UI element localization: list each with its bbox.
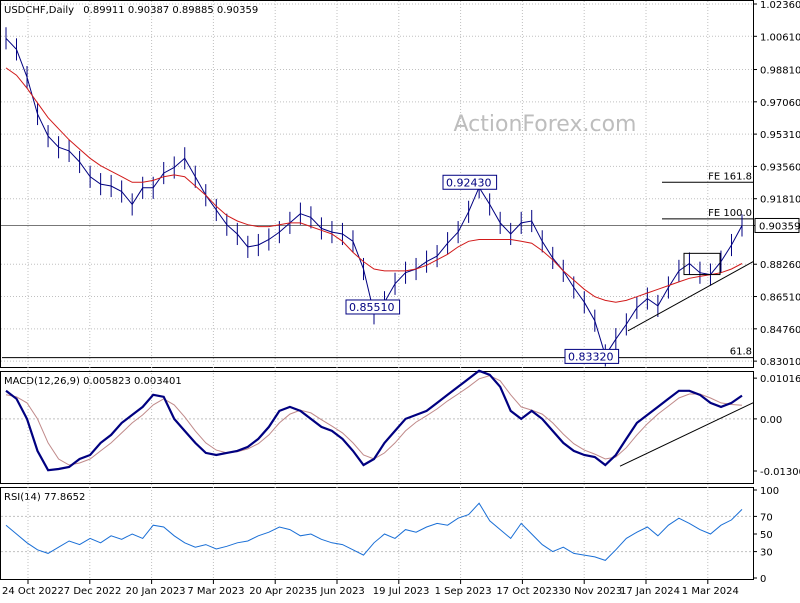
series-layer xyxy=(5,27,754,561)
y-tick-label: 0.91810 xyxy=(760,195,800,206)
consolidation-box xyxy=(683,252,721,276)
x-tick-label: 1 Sep 2023 xyxy=(435,586,492,597)
y-tick-label: 0.86510 xyxy=(760,293,800,304)
macd-trendline xyxy=(619,402,754,467)
low-2023-label: 0.83320 xyxy=(568,350,614,363)
rsi-tick-label: 0 xyxy=(760,574,766,585)
y-tick-label: 0.83010 xyxy=(760,357,800,368)
fe_100-level-label: FE 100.0 xyxy=(708,208,752,219)
x-tick-label: 30 Nov 2023 xyxy=(558,586,622,597)
fib_618-level-label: 61.8 xyxy=(730,347,752,358)
price-panel-frame xyxy=(0,0,754,368)
rsi-line xyxy=(5,502,743,561)
x-tick-label: 19 Jul 2023 xyxy=(373,586,430,597)
y-tick-label: 0.95310 xyxy=(760,130,800,141)
current-price-box xyxy=(754,217,800,233)
x-tick-label: 7 Dec 2022 xyxy=(64,586,122,597)
chart-title: USDCHF,Daily xyxy=(4,5,74,16)
y-tick-label: 1.00610 xyxy=(760,32,800,43)
macd-tick-label: 0.00 xyxy=(760,415,782,426)
high-2023-label: 0.92430 xyxy=(446,176,492,189)
macd-title: MACD(12,26,9) 0.005823 0.003401 xyxy=(4,376,182,387)
low-2023-label-box xyxy=(564,348,620,364)
macd-line xyxy=(5,369,743,472)
y-tick-label: 0.93560 xyxy=(760,162,800,173)
fe_161-level-label: FE 161.8 xyxy=(708,171,752,182)
x-tick-label: 17 Oct 2023 xyxy=(496,586,558,597)
rsi-tick-label: 30 xyxy=(760,548,773,559)
y-tick-label: 0.98810 xyxy=(760,66,800,77)
x-tick-label: 20 Apr 2023 xyxy=(249,586,311,597)
ohlc-values: 0.89911 0.90387 0.89885 0.90359 xyxy=(83,5,258,16)
macd-tick-label: -0.013006 xyxy=(760,467,800,478)
watermark: ActionForex.com xyxy=(454,112,637,137)
x-tick-label: 17 Jan 2024 xyxy=(620,586,680,597)
rsi-title: RSI(14) 77.8652 xyxy=(4,492,85,503)
macd-signal-line xyxy=(5,375,743,466)
rsi-panel-frame xyxy=(0,487,754,580)
y-tick-label: 0.97060 xyxy=(760,98,800,109)
high-2023-label-box xyxy=(442,174,498,190)
chart-header: USDCHF,Daily 0.89911 0.90387 0.89885 0.9… xyxy=(4,5,258,16)
rsi-tick-label: 100 xyxy=(760,486,779,497)
x-tick-label: 20 Jan 2023 xyxy=(126,586,186,597)
macd-panel-frame xyxy=(0,371,754,484)
y-tick-label: 0.88260 xyxy=(760,260,800,271)
annotation-layer: 0.92430 0.85510 0.83320 xyxy=(345,174,620,364)
x-tick-label: 5 Jun 2023 xyxy=(311,586,365,597)
x-tick-label: 7 Mar 2023 xyxy=(187,586,244,597)
rsi-tick-label: 70 xyxy=(760,512,773,523)
price-trendline xyxy=(627,261,754,332)
x-tick-label: 24 Oct 2022 xyxy=(2,586,64,597)
current-price-label: 0.90359 xyxy=(759,221,800,232)
x-tick-label: 1 Mar 2024 xyxy=(682,586,739,597)
rsi-tick-label: 50 xyxy=(760,530,773,541)
grid-layer xyxy=(1,1,753,580)
ema-line xyxy=(5,67,743,303)
low-mid-label-box xyxy=(345,299,401,315)
y-tick-label: 1.02360 xyxy=(760,0,800,11)
macd-tick-label: 0.010166 xyxy=(760,374,800,385)
level-layer: FE 161.8 FE 100.0 61.8 xyxy=(1,171,753,359)
low-mid-label: 0.85510 xyxy=(349,301,395,314)
y-tick-label: 0.84760 xyxy=(760,325,800,336)
